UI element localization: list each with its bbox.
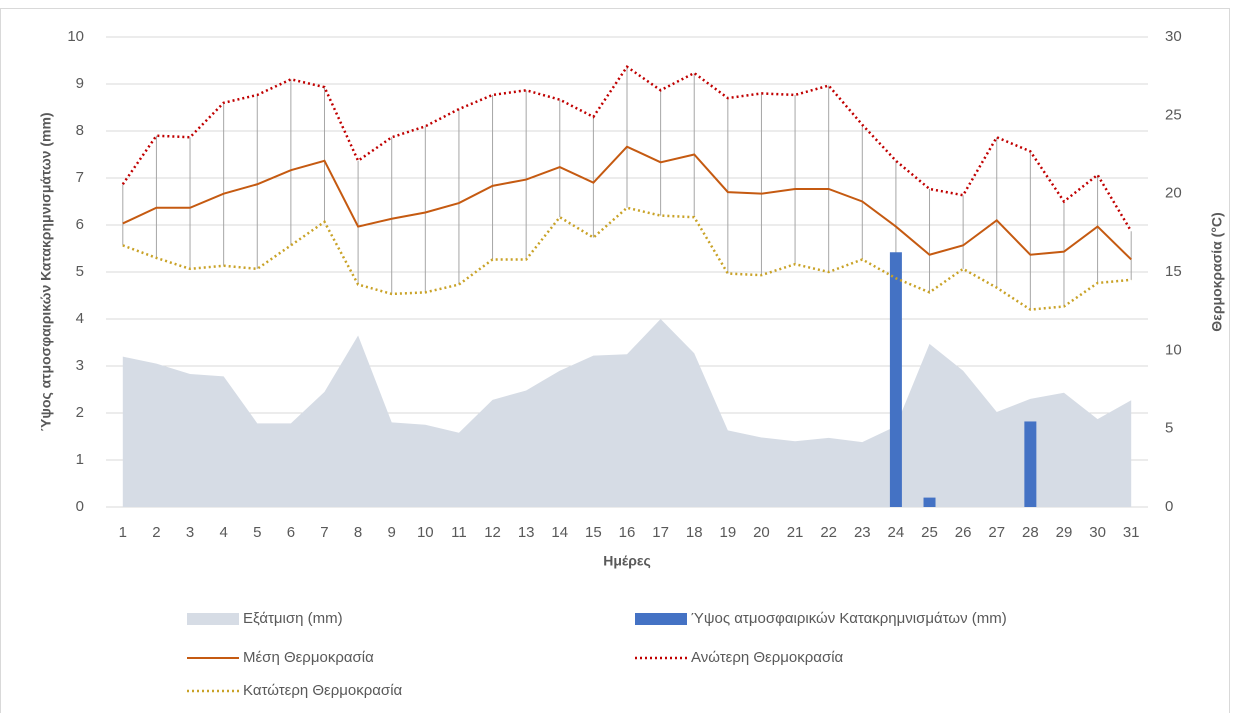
- x-tick-label: 1: [119, 524, 127, 541]
- legend-swatch: [635, 613, 687, 625]
- area: [122, 319, 1132, 507]
- x-tick-label: 8: [354, 524, 362, 541]
- x-tick-label: 23: [854, 524, 871, 541]
- x-tick-label: 26: [955, 524, 972, 541]
- x-tick-label: 11: [451, 524, 467, 541]
- x-tick-label: 24: [888, 524, 905, 541]
- x-tick-label: 28: [1022, 524, 1039, 541]
- x-tick-label: 21: [787, 524, 804, 541]
- bar: [923, 497, 936, 507]
- line: [122, 206, 1132, 311]
- y2-tick-label: 0: [1165, 498, 1173, 515]
- y-tick-label: 0: [76, 498, 84, 515]
- line: [121, 65, 1133, 232]
- x-tick-label: 10: [417, 524, 434, 541]
- legend-swatch: [187, 613, 239, 625]
- y2-tick-label: 5: [1165, 420, 1173, 437]
- y-tick-label: 2: [76, 404, 84, 421]
- x-tick-label: 14: [551, 524, 568, 541]
- legend-label: Μέση Θερμοκρασία: [243, 649, 374, 666]
- line: [122, 145, 1132, 261]
- x-tick-label: 13: [518, 524, 535, 541]
- x-tick-label: 9: [388, 524, 396, 541]
- x-tick-label: 3: [186, 524, 194, 541]
- x-tick-label: 16: [619, 524, 636, 541]
- x-tick-label: 15: [585, 524, 602, 541]
- y2-tick-label: 30: [1165, 28, 1182, 45]
- x-tick-label: 17: [652, 524, 669, 541]
- legend-label: Κατώτερη Θερμοκρασία: [243, 682, 403, 699]
- x-tick-label: 20: [753, 524, 770, 541]
- marks: [121, 65, 1133, 507]
- bar: [889, 252, 902, 507]
- chart-border: [0, 8, 1230, 713]
- x-tick-label: 31: [1123, 524, 1140, 541]
- y-tick-label: 9: [76, 75, 84, 92]
- bar: [1024, 421, 1037, 507]
- y2-tick-label: 10: [1165, 341, 1182, 358]
- x-tick-label: 6: [287, 524, 295, 541]
- x-tick-label: 5: [253, 524, 261, 541]
- x-tick-label: 29: [1056, 524, 1073, 541]
- y2-tick-label: 20: [1165, 185, 1182, 202]
- x-tick-label: 19: [719, 524, 736, 541]
- y2-axis-title: Θερμοκρασία (°C): [1209, 212, 1225, 331]
- y-tick-label: 4: [76, 310, 84, 327]
- y-tick-label: 3: [76, 357, 84, 374]
- x-tick-label: 7: [320, 524, 328, 541]
- y2-tick-label: 25: [1165, 106, 1182, 123]
- y-tick-label: 5: [76, 263, 84, 280]
- y-tick-label: 10: [67, 28, 84, 45]
- legend-label: Ανώτερη Θερμοκρασία: [691, 649, 844, 666]
- legend-label: Ύψος ατμοσφαιρικών Κατακρημνισμάτων (mm): [691, 610, 1007, 627]
- x-axis-title: Ημέρες: [603, 553, 651, 569]
- x-tick-label: 25: [921, 524, 938, 541]
- x-tick-label: 27: [988, 524, 1005, 541]
- y-tick-label: 6: [76, 216, 84, 233]
- y2-tick-label: 15: [1165, 263, 1182, 280]
- x-tick-label: 18: [686, 524, 703, 541]
- x-tick-label: 2: [152, 524, 160, 541]
- legend-label: Εξάτμιση (mm): [243, 610, 343, 627]
- y-axis-title: Ύψος ατμοσφαιρικών Κατακρημνισμάτων (mm): [38, 112, 54, 431]
- y-tick-label: 8: [76, 122, 84, 139]
- x-tick-label: 12: [484, 524, 501, 541]
- x-tick-label: 30: [1089, 524, 1106, 541]
- x-tick-label: 22: [820, 524, 837, 541]
- y-tick-label: 1: [76, 451, 84, 468]
- y-tick-label: 7: [76, 169, 84, 186]
- x-tick-label: 4: [219, 524, 227, 541]
